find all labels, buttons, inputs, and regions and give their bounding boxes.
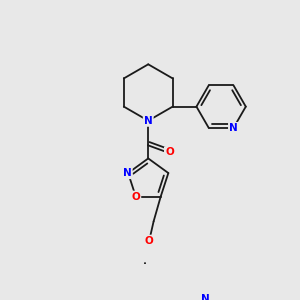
Text: O: O [145,236,154,246]
Text: N: N [229,123,238,133]
Text: N: N [144,116,153,126]
Text: N: N [201,294,210,300]
Text: O: O [165,147,174,158]
Text: O: O [131,192,140,202]
Text: N: N [123,168,132,178]
